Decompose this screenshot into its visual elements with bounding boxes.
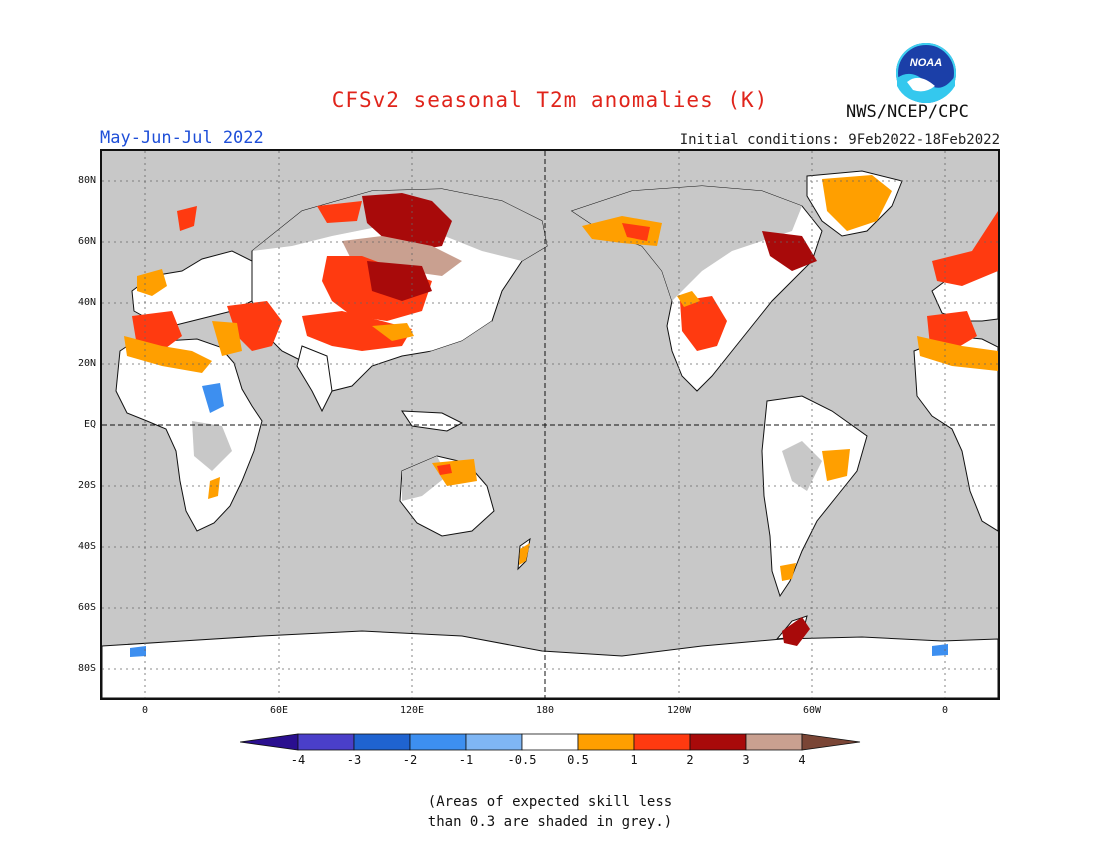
colorbar-swatch: [689, 733, 747, 751]
lat-label-60n: 60N: [77, 236, 96, 247]
season-label: May-Jun-Jul 2022: [100, 128, 264, 148]
colorbar-swatch: [409, 733, 467, 751]
anomaly-western-us: [680, 296, 727, 351]
lat-label-60s: 60S: [77, 602, 96, 613]
anomaly-china-orange: [372, 323, 414, 341]
colorbar-tick-label: 3: [742, 753, 750, 767]
south-america-land: [761, 395, 868, 598]
anomaly-europe-repeat: [932, 211, 998, 286]
colorbar-tick-label: 4: [798, 753, 806, 767]
colorbar-swatch: [521, 733, 579, 751]
colorbar-tick-label: -0.5: [507, 753, 537, 767]
noaa-logo: NOAA: [896, 43, 956, 103]
anomaly-sahara-orange: [124, 336, 212, 373]
lon-label-180: 180: [535, 705, 555, 716]
india-land: [296, 345, 333, 413]
lon-label-60w: 60W: [802, 705, 822, 716]
lat-label-40n: 40N: [77, 297, 96, 308]
anomaly-western-us-orange: [677, 291, 700, 307]
colorbar-tick-label: -4: [290, 753, 306, 767]
anomaly-australia-red: [437, 464, 452, 475]
colorbar-swatch-min: [240, 733, 299, 751]
anomaly-antarctic-cold-right: [932, 644, 948, 656]
initial-conditions-label: Initial conditions: 9Feb2022-18Feb2022: [679, 132, 1000, 148]
skill-note-line-2: than 0.3 are shaded in grey.): [427, 814, 673, 830]
antarctica-land: [102, 630, 998, 698]
lon-label-0-east: 0: [941, 705, 949, 716]
colorbar-tick-label: -1: [458, 753, 474, 767]
lat-label-80s: 80S: [77, 663, 96, 674]
lat-label-80n: 80N: [77, 175, 96, 186]
colorbar-swatch: [353, 733, 411, 751]
colorbar-swatch: [745, 733, 803, 751]
skill-note-line-1: (Areas of expected skill less: [427, 794, 673, 810]
map-panel: [100, 149, 1000, 700]
anomaly-antarctic-peninsula: [782, 617, 810, 646]
graticule: [102, 151, 998, 698]
anomaly-scandinavia: [177, 206, 197, 231]
colorbar-swatch: [465, 733, 523, 751]
indonesia-land: [401, 410, 464, 432]
colorbar-swatch-max: [801, 733, 861, 751]
anomaly-brazil: [822, 449, 850, 481]
land-masses: [102, 170, 998, 698]
colorbar-swatch: [297, 733, 355, 751]
reference-lines: [102, 151, 998, 698]
lon-label-120e: 120E: [399, 705, 425, 716]
anomaly-antarctic-cold-left: [130, 646, 146, 657]
colorbar-tick-label: 2: [686, 753, 694, 767]
world-map: [102, 151, 998, 698]
lat-label-40s: 40S: [77, 541, 96, 552]
logo-text: NOAA: [910, 57, 942, 69]
anomaly-mongolia: [367, 261, 432, 301]
agency-label: NWS/NCEP/CPC: [846, 102, 969, 122]
skill-note: (Areas of expected skill less than 0.3 a…: [0, 792, 1100, 832]
anomaly-greenland: [822, 175, 892, 231]
anomaly-alaska-red: [622, 223, 650, 241]
africa-repeat-land: [913, 335, 998, 532]
lat-label-20n: 20N: [77, 358, 96, 369]
colorbar-tick-label: 1: [630, 753, 638, 767]
colorbar-swatch: [577, 733, 635, 751]
anomaly-sahara-repeat-orange: [917, 336, 998, 371]
anomaly-hudson-bay: [762, 231, 817, 271]
anomaly-arctic-russia: [317, 201, 362, 223]
colorbar: [240, 733, 861, 751]
anomaly-middle-east: [227, 301, 282, 351]
anomaly-china: [302, 311, 412, 351]
africa-land: [115, 335, 263, 532]
anomaly-middle-east-orange: [212, 321, 242, 356]
lat-label-20s: 20S: [77, 480, 96, 491]
anomaly-sahara: [132, 311, 182, 351]
anomaly-southern-africa: [208, 477, 220, 499]
anomaly-europe: [137, 269, 167, 296]
lon-label-0: 0: [141, 705, 149, 716]
map-title: CFSv2 seasonal T2m anomalies (K): [331, 88, 769, 112]
anomaly-siberia-pink: [342, 236, 462, 276]
anomaly-new-zealand: [519, 543, 530, 565]
colorbar-swatch: [633, 733, 691, 751]
anomaly-patagonia: [780, 563, 796, 581]
lon-label-60e: 60E: [269, 705, 289, 716]
lon-label-120w: 120W: [666, 705, 692, 716]
lat-label-eq: EQ: [83, 419, 96, 430]
anomaly-east-africa-cold: [202, 383, 224, 413]
colorbar-tick-label: -2: [402, 753, 418, 767]
colorbar-tick-label: -3: [346, 753, 362, 767]
colorbar-swatches: [240, 733, 861, 751]
colorbar-tick-label: 0.5: [567, 753, 589, 767]
anomaly-patches: [124, 175, 998, 657]
